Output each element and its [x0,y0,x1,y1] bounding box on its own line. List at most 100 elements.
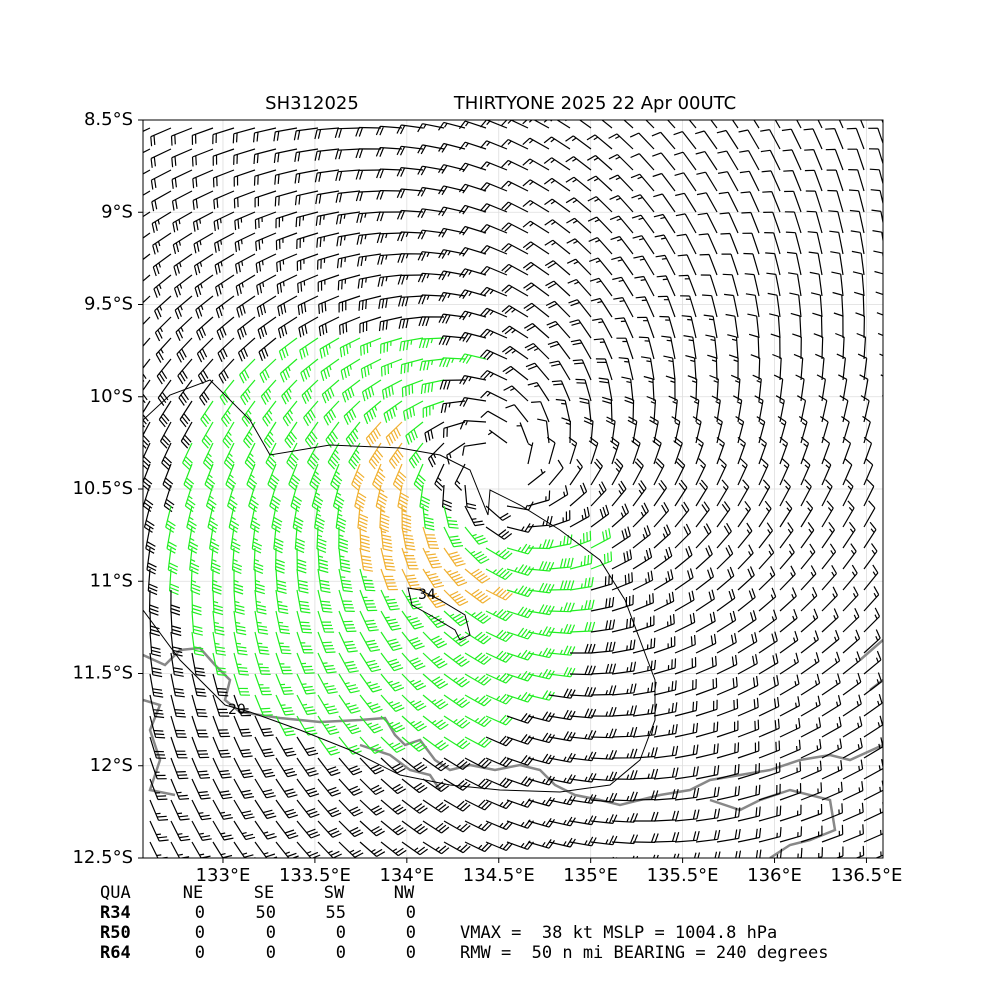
wind-barb [570,339,592,360]
wind-barb [401,505,412,532]
wind-barb [380,757,406,774]
wind-barb [454,463,466,491]
wind-barb [855,312,865,339]
wind-barb [565,120,592,129]
wind-barb [569,621,596,633]
wind-barb [194,274,214,298]
wind-barb [253,547,264,574]
wind-barb [613,297,634,318]
wind-barb [568,299,592,318]
wind-barb [271,505,283,533]
wind-barb [719,212,739,234]
wind-barb [317,736,340,756]
wind-barb [222,421,235,449]
wind-barb [338,736,362,755]
wind-barb [716,807,741,822]
wind-barb [863,694,883,717]
wind-barb [728,354,739,381]
wind-barb [716,501,731,528]
wind-barb [683,335,697,360]
wind-barb [380,799,407,815]
wind-barb [191,673,207,697]
wind-barb [233,190,256,209]
wind-barb [485,693,513,705]
wind-barb [527,561,555,572]
wind-barb [443,568,468,587]
wind-barb [758,522,773,549]
wind-barb [233,169,256,187]
wind-barb [832,291,844,318]
wind-barb [632,480,647,507]
wind-barb [885,845,905,863]
wind-barb [821,564,838,591]
wind-barb [543,136,571,150]
wind-barb [443,589,469,607]
wind-barb [405,421,424,445]
wind-barb [485,714,513,726]
wind-barb [653,702,678,717]
wind-barb [288,463,301,491]
wind-barb [459,268,487,278]
wind-barb [825,148,844,171]
wind-barb [651,131,676,150]
wind-barb [401,610,424,630]
wind-barb [193,232,214,254]
wind-barb [548,534,573,549]
wind-barb [611,812,639,823]
wind-barb [255,253,277,273]
wind-barb [546,320,571,339]
wind-barb [590,685,617,696]
wind-barb [632,768,659,780]
wind-barb [480,370,508,381]
wind-barb [385,421,403,447]
wind-barb [143,505,155,533]
wind-barb [863,586,880,612]
wind-barb [214,253,235,275]
wind-barb [716,785,741,801]
wind-barb [422,589,446,609]
wind-barb [383,400,403,423]
wind-barb [501,180,529,192]
wind-barb [632,593,654,612]
wind-barb [501,201,529,213]
wind-barb [758,740,781,759]
wind-barb [422,778,450,792]
wind-barb [587,175,613,192]
wind-barb [294,148,319,162]
wind-barb [318,316,340,337]
wind-barb [171,148,193,168]
wind-barb [388,442,404,469]
wind-barb [442,484,453,512]
wind-barb [770,333,781,360]
wind-barb [674,700,698,717]
wind-barb [338,652,359,673]
wind-barb [590,835,618,846]
wind-barb [609,195,634,213]
wind-barb [422,610,447,629]
wind-barb [317,274,340,292]
wind-barb [200,400,214,428]
wind-barb [269,484,281,512]
wind-barb [653,502,670,528]
wind-barb [143,232,151,239]
wind-barb [265,442,277,470]
wind-barb [674,657,697,675]
wind-barb [821,824,844,843]
wind-barb [779,587,797,612]
wind-barb [598,377,613,402]
wind-barb [480,328,508,339]
wind-barb [632,659,657,675]
wind-barb [842,564,858,591]
wind-barb [143,484,154,512]
wind-barb [152,232,172,255]
wind-barb [527,442,534,465]
wind-barb [800,673,821,696]
wind-barb [800,586,818,612]
wind-barb [397,253,424,263]
wind-barb [149,778,168,801]
wind-barb [459,397,487,407]
table-cell: 0 [406,923,416,943]
wind-barb [548,557,574,570]
wind-barb [590,814,618,824]
wind-barb [420,379,445,394]
